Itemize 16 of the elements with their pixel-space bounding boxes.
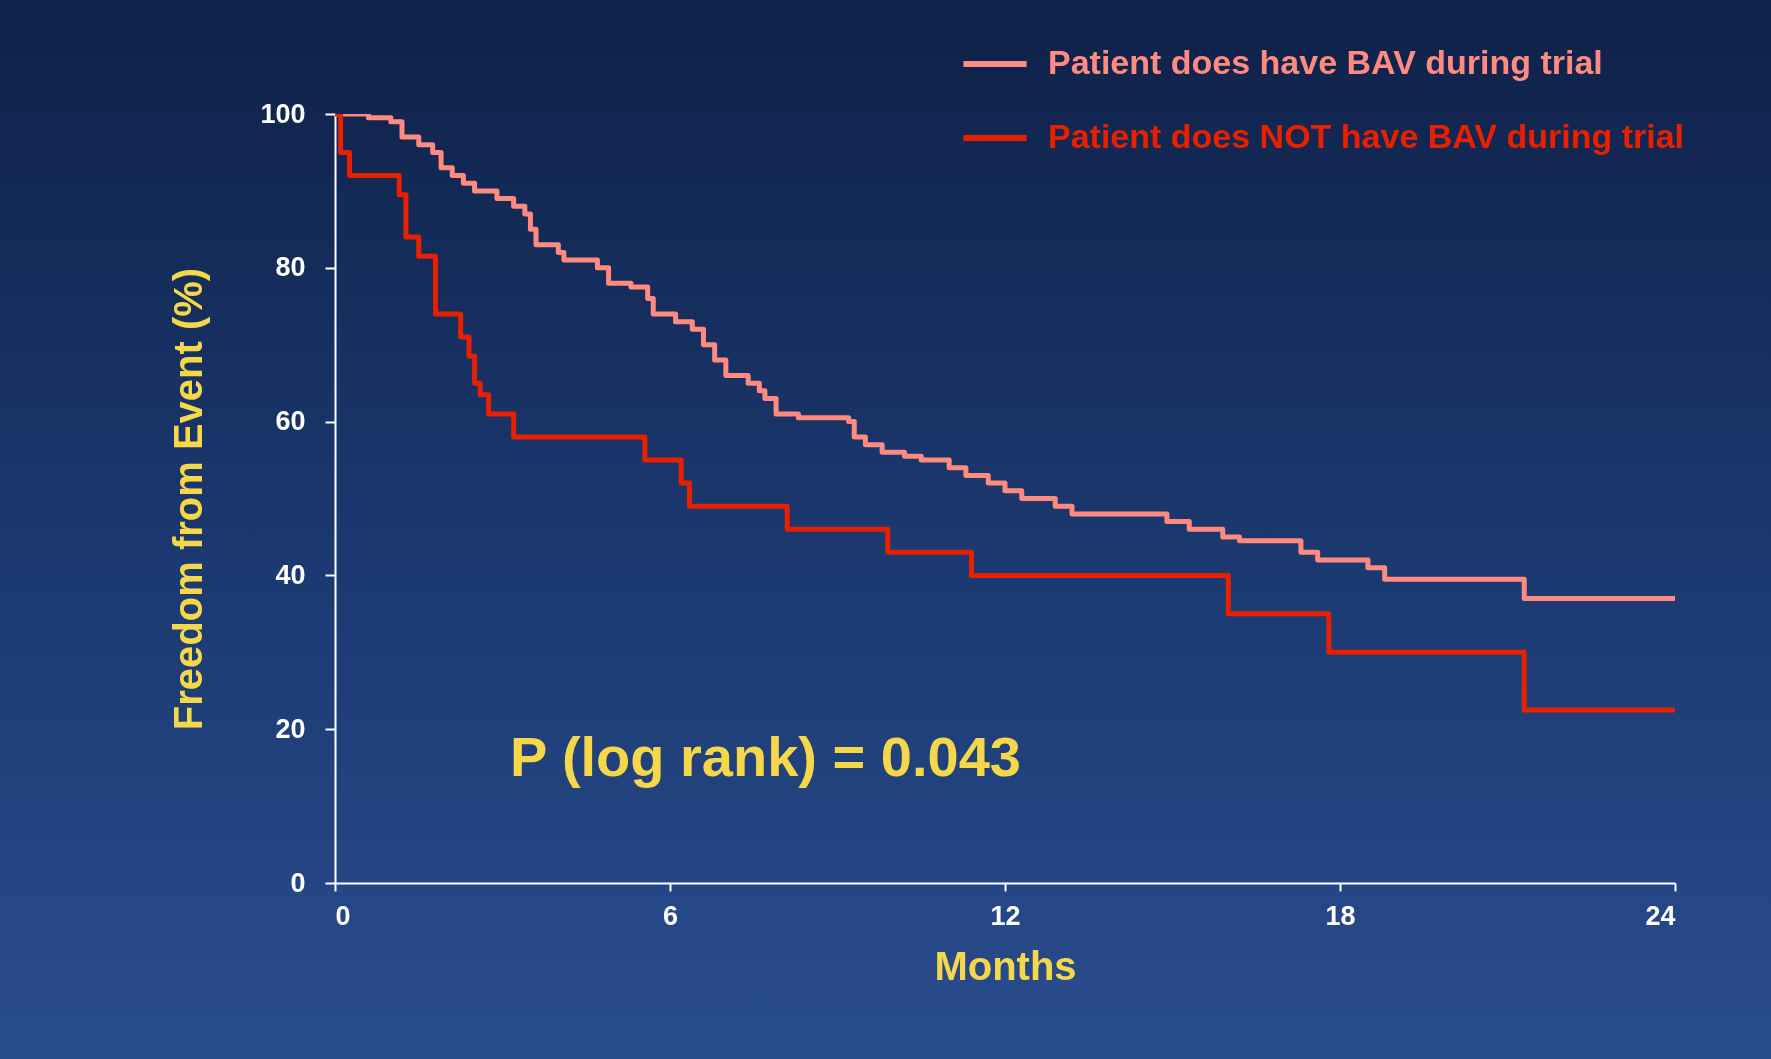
y-tick-label: 40 (275, 559, 306, 590)
y-tick-label: 80 (275, 252, 306, 283)
y-tick-label: 60 (275, 406, 306, 437)
annotation: P (log rank) = 0.043 (510, 725, 1021, 788)
x-axis-title: Months (934, 943, 1077, 988)
x-tick-label: 18 (1325, 900, 1356, 931)
x-tick-label: 24 (1645, 900, 1676, 931)
x-tick-label: 6 (662, 900, 679, 931)
y-tick-label: 20 (275, 713, 306, 744)
legend-label: Patient does NOT have BAV during trial (1048, 117, 1685, 155)
legend-label: Patient does have BAV during trial (1048, 43, 1603, 81)
x-tick-label: 12 (990, 900, 1021, 931)
y-axis-title: Freedom from Event (%) (166, 267, 211, 731)
y-tick-label: 100 (260, 98, 306, 129)
x-tick-label: 0 (335, 900, 351, 931)
y-tick-label: 0 (290, 867, 306, 898)
